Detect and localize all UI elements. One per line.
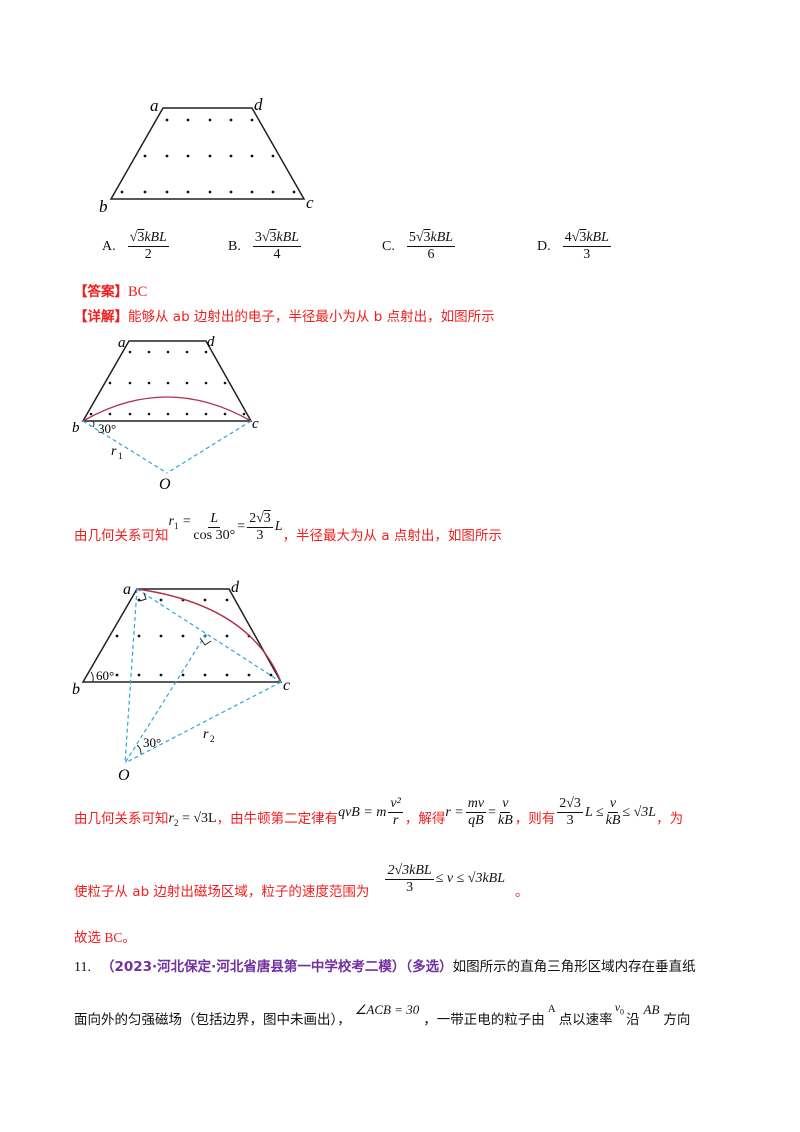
svg-text:2: 2 <box>210 734 215 744</box>
question-source: （2023·河北保定·河北省唐县第一中学校考二模）（多选） <box>100 959 453 975</box>
label-angle-30: 30° <box>98 421 116 436</box>
label-c: c <box>306 193 314 212</box>
angle-arc-60 <box>90 671 94 683</box>
magnetic-field-dots <box>89 350 246 416</box>
label-b: b <box>99 197 108 216</box>
option-b[interactable]: B. 3√3kBL 4 <box>228 230 303 263</box>
label-a: a <box>150 96 159 115</box>
label-a: a <box>118 335 126 351</box>
label-center-o: O <box>118 767 130 784</box>
label-angle-30: 30° <box>143 735 161 750</box>
label-r2: r <box>203 727 209 742</box>
point-a: A <box>547 1003 556 1015</box>
label-b: b <box>72 420 80 436</box>
figure-trapezoid-3: a d b c 60° 30° r 2 O <box>72 579 290 784</box>
formula-speed-range: 2√3kBL 3 ≤ v ≤ √3kBL <box>385 862 506 895</box>
label-b: b <box>72 681 80 698</box>
question-11-line-2: 面向外的匀强磁场（包括边界，图中未画出）， ∠ACB = 30 ，一带正电的粒子… <box>74 999 691 1028</box>
label-c: c <box>283 677 290 694</box>
svg-text:1: 1 <box>118 451 123 461</box>
option-fraction: √3kBL 2 <box>127 230 169 262</box>
trajectory-arc <box>136 588 282 683</box>
formula-r2: r2 = √3L <box>168 811 217 828</box>
explanation-line-1: 【详解】能够从 ab 边射出的电子，半径最小为从 b 点射出，如图所示 <box>74 305 495 326</box>
explanation-line-3: 由几何关系可知 r2 = √3L ，由牛顿第二定律有 qvB = m v² r ，… <box>74 796 684 828</box>
label-a: a <box>123 581 131 598</box>
construction-lines <box>124 588 282 764</box>
question-text: 如图所示的直角三角形区域内存在垂直纸 <box>452 959 696 975</box>
figure-trapezoid-2: a d b c 30° r 1 O <box>72 334 259 493</box>
question-11-line-1: 11. （2023·河北保定·河北省唐县第一中学校考二模）（多选）如图所示的直角三… <box>74 955 696 976</box>
answer-tag: 【答案】 <box>74 284 128 300</box>
right-angle-mark <box>199 637 212 646</box>
angle-arc <box>92 420 95 428</box>
formula-inequality: 2√3 3 L ≤ v kB ≤ √3L <box>557 796 657 828</box>
label-center-o: O <box>159 476 171 493</box>
speed-v0: v0 <box>614 999 625 1017</box>
option-letter: D. <box>537 238 551 254</box>
label-r1: r <box>111 444 117 459</box>
option-letter: C. <box>382 238 395 254</box>
explanation-text: 能够从 ab 边射出的电子，半径最小为从 b 点射出，如图所示 <box>128 309 495 325</box>
option-letter: A. <box>102 238 116 254</box>
option-fraction: 3√3kBL 4 <box>252 230 302 262</box>
trapezoid-abcd <box>109 107 306 200</box>
option-c[interactable]: C. 5√3kBL 6 <box>382 230 457 263</box>
trajectory-arc <box>82 396 252 422</box>
magnetic-field-dots <box>120 118 296 194</box>
explanation-line-4: 使粒子从 ab 边射出磁场区域，粒子的速度范围为 2√3kBL 3 ≤ v ≤ √… <box>74 862 529 901</box>
answer-value: BC <box>128 284 148 300</box>
option-fraction: 4√3kBL 3 <box>562 230 611 262</box>
label-d: d <box>207 334 215 350</box>
radius-line-co <box>166 420 252 474</box>
direction-ab: AB <box>643 1002 660 1017</box>
figure-trapezoid-1: a d b c <box>99 95 314 216</box>
radius-line-bo <box>82 420 168 474</box>
option-fraction: 5√3kBL 6 <box>406 230 456 262</box>
angle-expression: ∠ACB = 30 <box>354 1002 420 1017</box>
magnetic-field-dots <box>115 598 273 677</box>
conclusion-line: 故选 BC。 <box>74 930 136 945</box>
label-angle-60: 60° <box>96 668 114 683</box>
option-a[interactable]: A. √3kBL 2 <box>102 230 171 263</box>
label-c: c <box>252 416 259 432</box>
option-d[interactable]: D. 4√3kBL 3 <box>537 230 613 263</box>
label-d: d <box>254 95 263 114</box>
formula-newton: qvB = m v² r <box>338 796 403 828</box>
explanation-tag: 【详解】 <box>74 309 128 325</box>
angle-arc-30 <box>136 744 142 755</box>
formula-radius: r = mv qB = v kB <box>445 796 513 828</box>
answer-line: 【答案】BC <box>74 280 147 301</box>
right-angle-mark <box>139 592 147 602</box>
option-letter: B. <box>228 238 241 254</box>
question-number: 11. <box>74 960 91 975</box>
label-d: d <box>231 579 240 596</box>
